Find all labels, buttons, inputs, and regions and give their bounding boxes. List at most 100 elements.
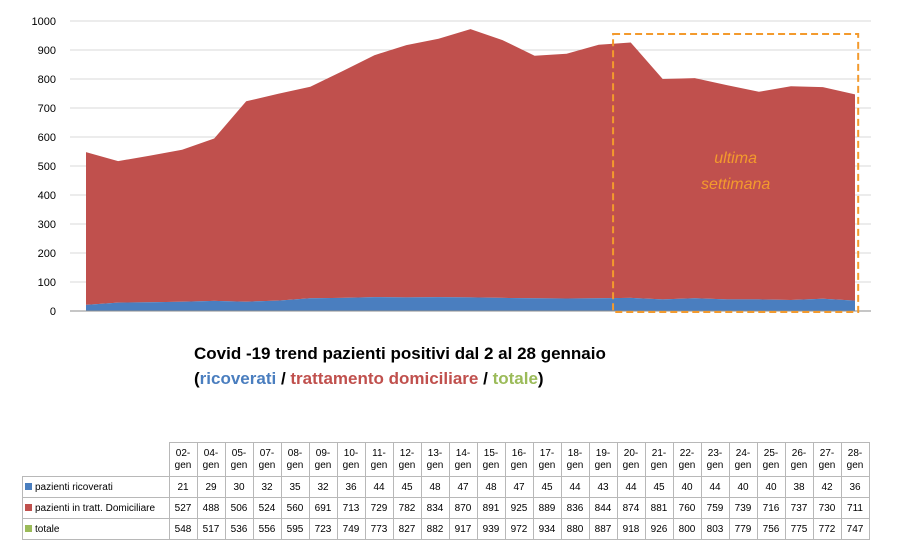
table-cell: 882 [420,518,450,540]
table-cell: 779 [728,518,758,540]
y-tick-label: 300 [38,219,56,231]
table-cell: 737 [784,497,814,519]
legend-key [25,525,32,533]
table-column-header: 09- gen [308,442,338,477]
series-area-domiciliare [86,29,855,305]
table-cell: 844 [588,497,618,519]
table-cell: 43 [588,476,618,498]
table-cell: 556 [252,518,282,540]
table-cell: 881 [644,497,674,519]
table-cell: 730 [812,497,842,519]
y-axis-ticks: 0 100 200 300 400 500 600 700 800 900 1000 [32,16,56,318]
table-cell: 40 [756,476,786,498]
table-cell: 527 [168,497,198,519]
table-cell: 827 [392,518,422,540]
table-cell: 517 [196,518,226,540]
chart-subtitle: (ricoverati / trattamento domiciliare / … [194,369,794,389]
table-cell: 40 [728,476,758,498]
y-tick-label: 700 [38,103,56,115]
subtitle-ricoverati: ricoverati [199,369,277,388]
y-tick-label: 500 [38,161,56,173]
table-cell: 44 [364,476,394,498]
table-cell: 21 [168,476,198,498]
table-cell: 891 [476,497,506,519]
table-cell: 713 [336,497,366,519]
table-cell: 775 [784,518,814,540]
table-cell: 691 [308,497,338,519]
table-cell: 32 [252,476,282,498]
table-column-header: 23- gen [700,442,730,477]
table-column-header: 21- gen [644,442,674,477]
table-row: pazienti ricoverati 21 29 30 32 35 32 36 44 45 48 4… [22,476,870,498]
y-tick-label: 900 [38,45,56,57]
subtitle-separator: / [276,369,291,388]
table-cell: 756 [756,518,786,540]
table-cell: 739 [728,497,758,519]
table-cell: 536 [224,518,254,540]
table-column-header: 15- gen [476,442,506,477]
table-cell: 870 [448,497,478,519]
table-cell: 32 [308,476,338,498]
table-column-header: 27- gen [812,442,842,477]
table-cell: 45 [644,476,674,498]
table-row: pazienti in tratt. Domiciliare 527 488 506 5… [22,497,870,519]
table-column-header: 10- gen [336,442,366,477]
table-body: pazienti ricoverati 21 29 30 32 35 32 36 44 45 48 4… [22,476,870,540]
table-column-header: 13- gen [420,442,450,477]
table-header-row: 02- gen 04- gen 05- gen 07- gen 08- gen 09- gen 10- g… [22,442,870,477]
table-cell: 759 [700,497,730,519]
table-cell: 925 [504,497,534,519]
table-cell: 36 [840,476,870,498]
table-cell: 926 [644,518,674,540]
subtitle-close: ) [537,369,544,388]
table-cell: 45 [392,476,422,498]
table-cell: 918 [616,518,646,540]
table-row-label: totale [22,518,170,540]
y-tick-label: 800 [38,74,56,86]
table-column-header: 04- gen [196,442,226,477]
table-cell: 803 [700,518,730,540]
table-cell: 834 [420,497,450,519]
subtitle-separator: / [478,369,493,388]
y-tick-label: 1000 [32,16,56,28]
table-cell: 711 [840,497,870,519]
table-cell: 30 [224,476,254,498]
table-cell: 42 [812,476,842,498]
table-cell: 44 [560,476,590,498]
table-cell: 716 [756,497,786,519]
y-tick-label: 100 [38,277,56,289]
table-cell: 560 [280,497,310,519]
table-row-label: pazienti ricoverati [22,476,170,498]
table-cell: 939 [476,518,506,540]
table-cell: 48 [476,476,506,498]
table-cell: 880 [560,518,590,540]
table-column-header: 02- gen [168,442,198,477]
table-cell: 36 [336,476,366,498]
table-column-header: 28- gen [840,442,870,477]
series-area-ricoverati [86,297,855,311]
table-column-header: 20- gen [616,442,646,477]
legend-key [25,504,32,512]
table-cell: 917 [448,518,478,540]
legend-key [25,483,32,491]
table-column-header: 22- gen [672,442,702,477]
table-column-header: 05- gen [224,442,254,477]
y-tick-label: 600 [38,132,56,144]
table-cell: 44 [700,476,730,498]
table-cell: 772 [812,518,842,540]
table-cell: 548 [168,518,198,540]
table-cell: 38 [784,476,814,498]
table-cell: 595 [280,518,310,540]
table-cell: 760 [672,497,702,519]
data-table: 02- gen 04- gen 05- gen 07- gen 08- gen 09- gen 10- g… [22,442,870,540]
table-row-label: pazienti in tratt. Domiciliare [22,497,170,519]
table-cell: 972 [504,518,534,540]
table-column-header: 24- gen [728,442,758,477]
y-tick-label: 400 [38,190,56,202]
table-cell: 889 [532,497,562,519]
subtitle-open: ( [194,369,200,388]
table-cell: 47 [448,476,478,498]
annotation-line-2: settimana [701,176,770,193]
table-cell: 506 [224,497,254,519]
